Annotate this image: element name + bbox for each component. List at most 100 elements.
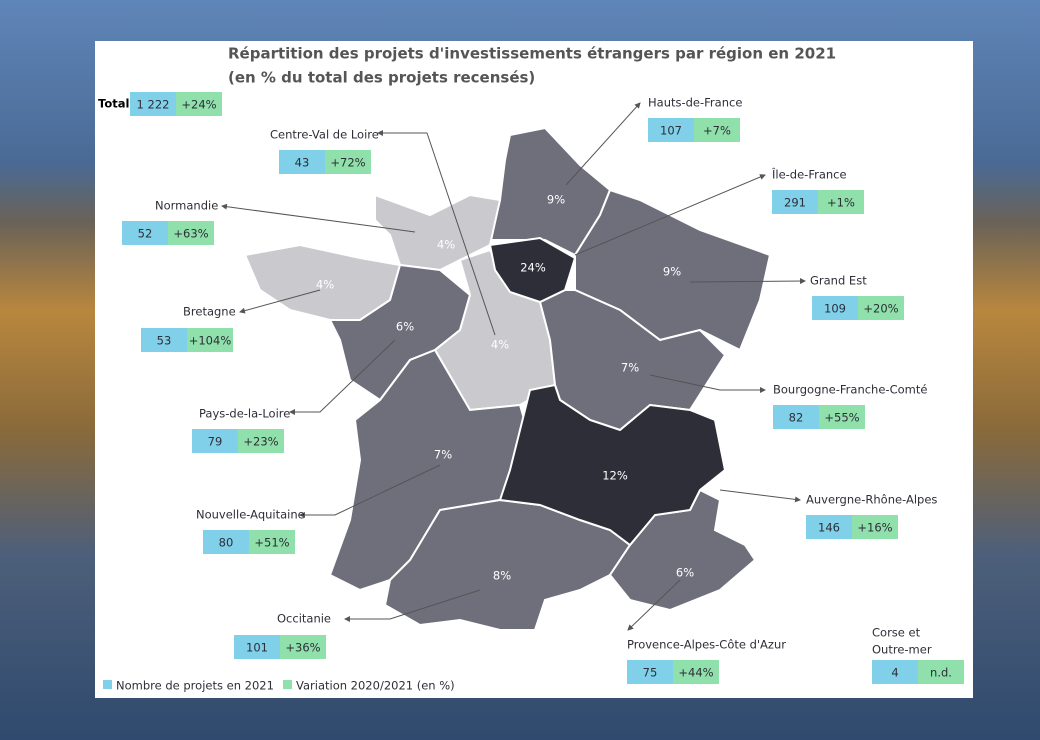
count-box	[130, 92, 176, 116]
variation: +36%	[285, 641, 320, 655]
variation: +63%	[173, 227, 208, 241]
title: Répartition des projets d'investissement…	[228, 45, 836, 63]
region-share: 9%	[547, 193, 565, 207]
count-box	[627, 660, 673, 684]
leader-line	[239, 289, 321, 314]
variation-box	[673, 660, 719, 684]
count-box	[122, 221, 168, 245]
count: 1 222	[137, 98, 170, 112]
count: 52	[138, 227, 153, 241]
region-name: Hauts-de-France	[648, 96, 742, 110]
region-name: Pays-de-la-Loire	[199, 407, 290, 421]
variation: +104%	[189, 334, 232, 348]
total-label: Total	[98, 97, 129, 111]
variation-box	[694, 118, 740, 142]
leader-line	[344, 589, 481, 622]
region-name: Île-de-France	[771, 167, 847, 182]
variation-box	[176, 92, 222, 116]
leader-line	[627, 579, 681, 631]
leader-line	[719, 489, 801, 503]
other-name: Outre-mer	[872, 643, 932, 657]
region-name: Grand Est	[810, 274, 867, 288]
region-share: 12%	[602, 469, 628, 483]
variation-box	[819, 405, 865, 429]
variation: +16%	[857, 521, 892, 535]
variation-box	[238, 429, 284, 453]
variation: +20%	[863, 302, 898, 316]
region-name: Auvergne-Rhône-Alpes	[806, 493, 937, 507]
region-name: Centre-Val de Loire	[270, 128, 379, 142]
leader-line	[299, 464, 441, 518]
leader-line	[221, 203, 416, 233]
region-share: 4%	[491, 338, 509, 352]
variation-box	[325, 150, 371, 174]
region-share: 7%	[434, 448, 452, 462]
map	[243, 126, 772, 631]
count-box	[872, 660, 918, 684]
legend-label: Nombre de projets en 2021	[116, 679, 274, 693]
region-name: Nouvelle-Aquitaine	[196, 508, 305, 522]
leader-lines	[221, 102, 806, 631]
variation: +72%	[330, 156, 365, 170]
variation: +44%	[678, 666, 713, 680]
count-box	[203, 530, 249, 554]
count: 75	[643, 666, 658, 680]
count: 53	[157, 334, 172, 348]
count-box	[279, 150, 325, 174]
count-box	[772, 190, 818, 214]
count: 101	[246, 641, 268, 655]
region-share: 6%	[396, 320, 414, 334]
legend-swatch	[103, 680, 112, 689]
leader-line	[574, 174, 766, 256]
region-shape	[498, 383, 727, 547]
legend-swatch	[283, 680, 292, 689]
region-share: 7%	[621, 361, 639, 375]
leader-line	[565, 102, 641, 186]
region-share: 24%	[520, 261, 546, 275]
count: 43	[295, 156, 310, 170]
count: 4	[891, 666, 898, 680]
legend-label: Variation 2020/2021 (en %)	[296, 679, 455, 693]
variation: +55%	[824, 411, 859, 425]
variation-box	[918, 660, 964, 684]
variation: +7%	[703, 124, 731, 138]
leader-line	[289, 339, 396, 415]
variation: +24%	[181, 98, 216, 112]
region-share: 8%	[493, 569, 511, 583]
variation: +23%	[243, 435, 278, 449]
leader-line	[377, 130, 496, 336]
other-name: Corse et	[872, 626, 921, 640]
variation-box	[187, 328, 233, 352]
region-share: 4%	[316, 278, 334, 292]
count-box	[141, 328, 187, 352]
variation: n.d.	[930, 666, 952, 680]
variation-box	[249, 530, 295, 554]
region-name: Occitanie	[277, 612, 331, 626]
count: 146	[818, 521, 840, 535]
region-shape	[488, 236, 577, 304]
variation-box	[280, 635, 326, 659]
count: 79	[208, 435, 223, 449]
count: 82	[789, 411, 804, 425]
variation-box	[852, 515, 898, 539]
region-share: 4%	[437, 238, 455, 252]
region-name: Bourgogne-Franche-Comté	[773, 383, 927, 397]
variation: +1%	[827, 196, 855, 210]
variation-box	[858, 296, 904, 320]
region-share: 9%	[663, 265, 681, 279]
variation: +51%	[254, 536, 289, 550]
count: 107	[660, 124, 682, 138]
count-box	[806, 515, 852, 539]
region-name: Normandie	[155, 199, 218, 213]
variation-box	[818, 190, 864, 214]
leader-line	[689, 278, 806, 285]
count: 291	[784, 196, 806, 210]
count-box	[648, 118, 694, 142]
count-box	[234, 635, 280, 659]
count: 109	[824, 302, 846, 316]
leader-line	[649, 374, 766, 393]
subtitle: (en % du total des projets recensés)	[228, 69, 535, 87]
region-name: Provence-Alpes-Côte d'Azur	[627, 638, 786, 652]
count: 80	[219, 536, 234, 550]
